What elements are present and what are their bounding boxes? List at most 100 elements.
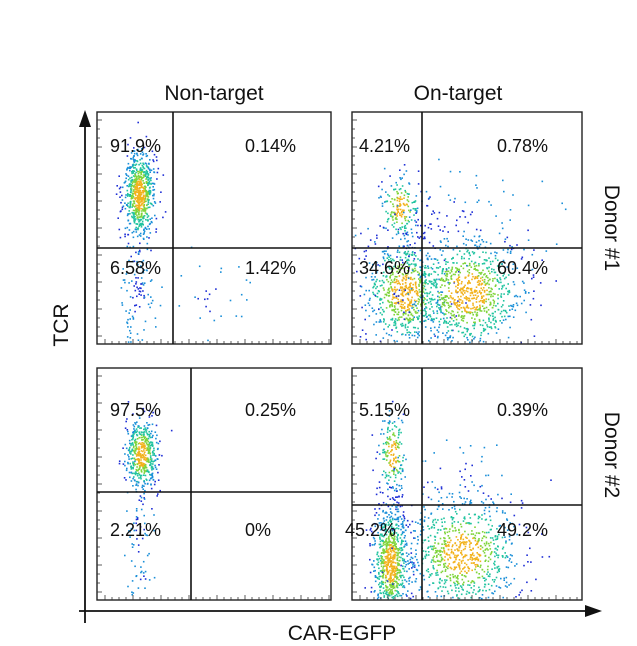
cell-event-point bbox=[393, 324, 395, 327]
cell-event-point bbox=[386, 482, 388, 484]
cell-event-point bbox=[145, 534, 147, 536]
cell-event-point bbox=[141, 282, 144, 284]
cell-event-point bbox=[151, 423, 154, 426]
cell-event-point bbox=[432, 519, 435, 521]
cell-event-point bbox=[496, 571, 499, 574]
cell-event-point bbox=[132, 438, 134, 440]
cell-event-point bbox=[422, 291, 425, 293]
cell-event-point bbox=[385, 589, 387, 591]
cell-event-point bbox=[388, 547, 391, 550]
cell-event-point bbox=[453, 568, 455, 571]
cell-event-point bbox=[149, 171, 151, 173]
cell-event-point bbox=[392, 583, 394, 585]
cell-event-point bbox=[440, 487, 443, 490]
cell-event-point bbox=[387, 570, 389, 573]
cell-event-point bbox=[145, 177, 148, 179]
cell-event-point bbox=[408, 308, 410, 310]
cell-event-point bbox=[390, 572, 393, 575]
cell-event-point bbox=[464, 333, 467, 336]
cell-event-point bbox=[152, 189, 154, 191]
cell-event-point bbox=[485, 578, 487, 581]
cell-event-point bbox=[144, 198, 147, 200]
cell-event-point bbox=[389, 577, 391, 580]
cell-event-point bbox=[399, 177, 401, 179]
cell-event-point bbox=[143, 201, 145, 203]
cell-event-point bbox=[474, 537, 477, 540]
scatter-points bbox=[118, 401, 173, 596]
cell-event-point bbox=[461, 588, 464, 590]
cell-event-point bbox=[137, 228, 139, 231]
cell-event-point bbox=[390, 318, 392, 321]
cell-event-point bbox=[454, 575, 456, 577]
cell-event-point bbox=[448, 305, 451, 308]
cell-event-point bbox=[423, 578, 426, 581]
cell-event-point bbox=[490, 528, 492, 531]
cell-event-point bbox=[458, 315, 460, 317]
cell-event-point bbox=[497, 297, 499, 300]
cell-event-point bbox=[449, 557, 452, 559]
cell-event-point bbox=[140, 570, 143, 573]
cell-event-point bbox=[148, 479, 151, 482]
cell-event-point bbox=[129, 530, 131, 533]
cell-event-point bbox=[385, 550, 388, 553]
cell-event-point bbox=[410, 302, 412, 304]
cell-event-point bbox=[133, 219, 136, 222]
cell-event-point bbox=[136, 421, 138, 423]
cell-event-point bbox=[399, 441, 401, 443]
cell-event-point bbox=[381, 474, 384, 476]
cell-event-point bbox=[124, 235, 126, 238]
cell-event-point bbox=[475, 290, 478, 292]
cell-event-point bbox=[140, 496, 143, 499]
cell-event-point bbox=[511, 308, 514, 310]
cell-event-point bbox=[142, 456, 144, 459]
cell-event-point bbox=[376, 558, 378, 561]
cell-event-point bbox=[154, 431, 157, 433]
cell-event-point bbox=[408, 209, 410, 212]
cell-event-point bbox=[389, 516, 391, 519]
cell-event-point bbox=[398, 251, 401, 254]
cell-event-point bbox=[386, 294, 388, 297]
cell-event-point bbox=[146, 422, 148, 424]
cell-event-point bbox=[403, 311, 405, 314]
cell-event-point bbox=[125, 479, 127, 481]
cell-event-point bbox=[411, 314, 414, 317]
cell-event-point bbox=[390, 454, 392, 456]
cell-event-point bbox=[400, 584, 403, 586]
cell-event-point bbox=[485, 298, 487, 300]
cell-event-point bbox=[481, 324, 484, 327]
cell-event-point bbox=[402, 314, 405, 316]
cell-event-point bbox=[462, 267, 465, 270]
cell-event-point bbox=[439, 286, 442, 288]
cell-event-point bbox=[137, 468, 140, 471]
cell-event-point bbox=[444, 304, 446, 307]
cell-event-point bbox=[497, 554, 500, 557]
cell-event-point bbox=[458, 590, 460, 593]
cell-event-point bbox=[144, 489, 146, 492]
cell-event-point bbox=[379, 546, 381, 549]
cell-event-point bbox=[486, 289, 488, 292]
cell-event-point bbox=[425, 554, 428, 557]
cell-event-point bbox=[383, 319, 385, 321]
cell-event-point bbox=[492, 292, 495, 295]
cell-event-point bbox=[138, 450, 140, 453]
cell-event-point bbox=[136, 191, 138, 194]
cell-event-point bbox=[387, 521, 390, 524]
cell-event-point bbox=[143, 198, 145, 200]
cell-event-point bbox=[157, 447, 159, 450]
cell-event-point bbox=[141, 164, 144, 167]
cell-event-point bbox=[138, 178, 140, 180]
cell-event-point bbox=[144, 465, 147, 468]
cell-event-point bbox=[131, 172, 133, 175]
cell-event-point bbox=[134, 197, 136, 199]
cell-event-point bbox=[136, 181, 138, 183]
cell-event-point bbox=[502, 259, 505, 262]
cell-event-point bbox=[393, 571, 396, 574]
cell-event-point bbox=[510, 543, 513, 545]
cell-event-point bbox=[457, 284, 459, 286]
cell-event-point bbox=[394, 288, 396, 291]
cell-event-point bbox=[396, 523, 398, 526]
cell-event-point bbox=[481, 263, 484, 265]
cell-event-point bbox=[133, 214, 135, 217]
cell-event-point bbox=[393, 550, 395, 553]
cell-event-point bbox=[467, 533, 470, 536]
